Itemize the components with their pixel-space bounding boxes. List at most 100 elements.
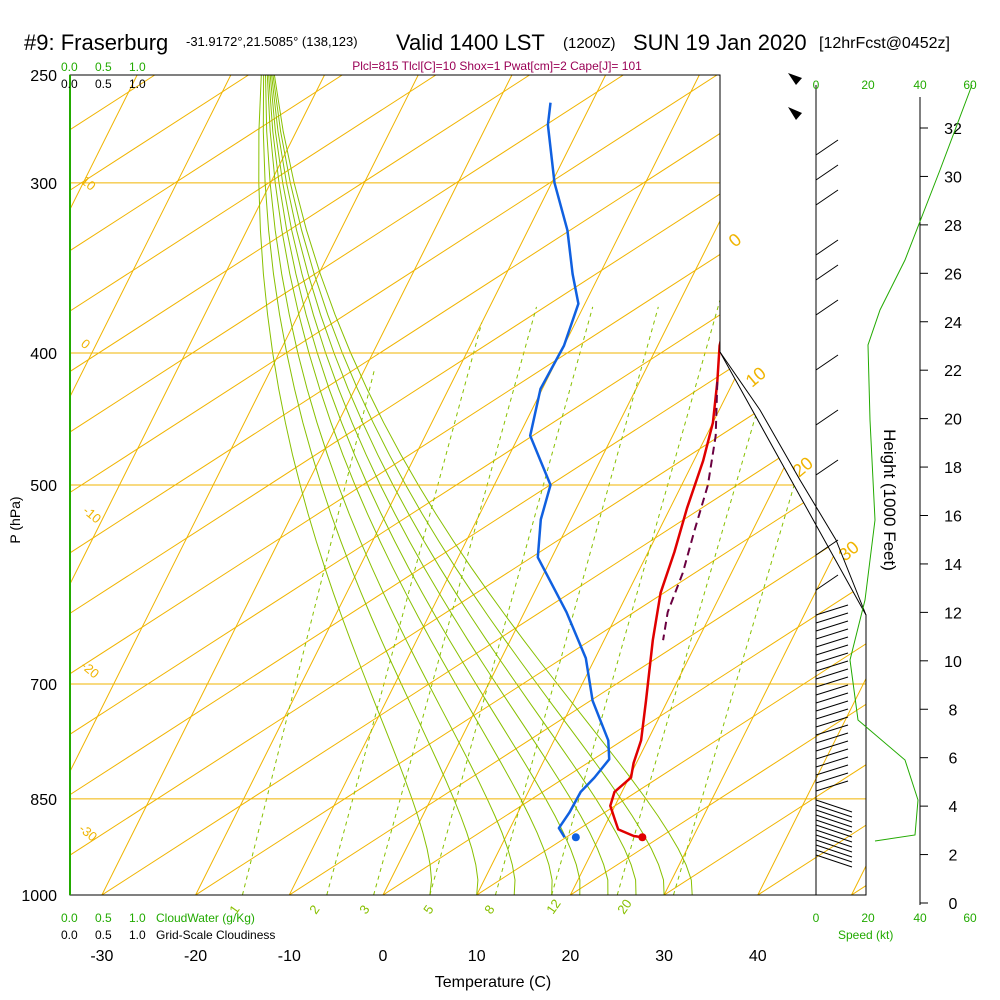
mixing-ratio-line bbox=[241, 367, 376, 895]
plot-right-boundary bbox=[719, 351, 867, 616]
dry-adiabat-label: -20 bbox=[78, 658, 102, 682]
wind-barb bbox=[815, 668, 849, 680]
dry-adiabat-line bbox=[476, 75, 866, 895]
mixing-ratio-line bbox=[373, 306, 537, 895]
y-tick-label: 300 bbox=[30, 176, 57, 193]
moist-adiabat-label: 10 bbox=[742, 363, 770, 391]
forecast-label: [12hrFcst@0452z] bbox=[819, 35, 950, 52]
speed-tick-top: 60 bbox=[963, 78, 977, 92]
x-tick-label: 0 bbox=[379, 948, 388, 965]
height-tick-label: 24 bbox=[944, 315, 962, 332]
wind-barb bbox=[815, 628, 849, 640]
wind-barb bbox=[815, 708, 849, 720]
height-tick-label: 16 bbox=[944, 509, 962, 526]
mixing-ratio-label: 8 bbox=[481, 902, 497, 917]
speed-tick-top: 20 bbox=[861, 78, 875, 92]
dry-adiabat-line bbox=[382, 75, 866, 895]
wind-barb bbox=[815, 264, 839, 281]
x-tick-label: 10 bbox=[468, 948, 486, 965]
isotherm-line bbox=[663, 75, 866, 895]
height-tick-label: 10 bbox=[944, 654, 962, 671]
wind-barb bbox=[815, 354, 839, 371]
dry-adiabat-line bbox=[70, 75, 624, 895]
height-tick-label: 18 bbox=[944, 460, 962, 477]
y-tick-label: 700 bbox=[30, 677, 57, 694]
cloudwater-tick-top: 0.0 bbox=[61, 60, 78, 74]
background-lines bbox=[70, 75, 1000, 895]
mixing-ratio-label: 20 bbox=[614, 896, 635, 916]
wind-barb bbox=[815, 644, 849, 656]
wind-barb bbox=[815, 756, 849, 768]
wind-barb bbox=[815, 636, 849, 648]
dry-adiabat-line bbox=[570, 75, 866, 895]
speed-tick-bottom: 20 bbox=[861, 911, 875, 925]
mixing-ratio-label: 2 bbox=[306, 902, 322, 917]
x-tick-label: -20 bbox=[184, 948, 207, 965]
moist-adiabat-line bbox=[269, 75, 609, 895]
wind-barb bbox=[815, 676, 849, 688]
speed-profile-line bbox=[849, 84, 973, 842]
moist-adiabat-label: 30 bbox=[835, 537, 863, 565]
dry-adiabat-label: 10 bbox=[78, 173, 99, 194]
mixing-ratio-label: 12 bbox=[543, 896, 564, 916]
x-tick-label: 40 bbox=[749, 948, 767, 965]
height-tick-label: 26 bbox=[944, 266, 962, 283]
wind-barb bbox=[815, 764, 849, 776]
wind-pennant bbox=[788, 73, 802, 85]
wind-barb bbox=[815, 604, 849, 616]
mixing-ratio-label: 3 bbox=[356, 902, 372, 917]
wind-barb bbox=[815, 732, 849, 744]
isotherm-line bbox=[70, 75, 232, 895]
wind-barb bbox=[815, 139, 839, 156]
wind-barb bbox=[815, 748, 849, 760]
wind-barb bbox=[815, 684, 849, 696]
wind-barb bbox=[815, 834, 853, 848]
plot-frame bbox=[69, 74, 928, 905]
height-tick-label: 4 bbox=[949, 799, 958, 816]
x-tick-label: 30 bbox=[655, 948, 673, 965]
x-tick-label: -10 bbox=[278, 948, 301, 965]
wind-barb bbox=[815, 804, 853, 818]
moist-adiabat-line bbox=[266, 75, 553, 895]
x-axis-title: Temperature (C) bbox=[435, 974, 551, 991]
cloudwater-tick-top: 1.0 bbox=[129, 60, 146, 74]
y-tick-label: 250 bbox=[30, 68, 57, 85]
height-tick-label: 2 bbox=[949, 848, 958, 865]
mixing-ratio-line bbox=[326, 322, 483, 895]
x-tick-label: 20 bbox=[562, 948, 580, 965]
wind-barb bbox=[815, 620, 849, 632]
wind-barb bbox=[815, 854, 853, 868]
isotherm-line bbox=[945, 75, 1000, 895]
cloudiness-tick-top: 0.5 bbox=[95, 77, 112, 91]
height-axis-title: Height (1000 Feet) bbox=[880, 429, 899, 571]
wind-barb bbox=[815, 299, 839, 316]
valid-zulu: (1200Z) bbox=[563, 35, 616, 52]
wind-barb bbox=[815, 799, 853, 813]
moist-adiabat-line bbox=[258, 75, 433, 895]
isotherm-line bbox=[757, 75, 866, 895]
wind-barb bbox=[815, 780, 849, 792]
y-tick-label: 850 bbox=[30, 792, 57, 809]
valid-time: Valid 1400 LST bbox=[396, 30, 545, 55]
wind-barb bbox=[815, 164, 839, 181]
moist-adiabat-line bbox=[262, 75, 479, 895]
height-tick-label: 6 bbox=[949, 751, 958, 768]
cloudiness-tick-top: 1.0 bbox=[129, 77, 146, 91]
height-tick-label: 32 bbox=[944, 121, 962, 138]
y-tick-label: 1000 bbox=[21, 888, 57, 905]
wind-barb bbox=[815, 692, 849, 704]
wind-barb bbox=[815, 819, 853, 833]
station-title: #9: Fraserburg bbox=[24, 30, 168, 55]
wind-barb bbox=[815, 700, 849, 712]
speed-tick-top: 0 bbox=[813, 78, 820, 92]
mixing-ratio-label: 5 bbox=[420, 902, 436, 917]
moist-adiabat-line bbox=[271, 75, 637, 895]
y-axis-title: P (hPa) bbox=[7, 496, 23, 543]
wind-barb bbox=[815, 814, 853, 828]
wind-barb bbox=[815, 829, 853, 843]
wind-barb bbox=[815, 740, 849, 752]
dry-adiabat-line bbox=[70, 75, 530, 895]
speed-tick-bottom: 40 bbox=[913, 911, 927, 925]
speed-axis-label: Speed (kt) bbox=[838, 928, 893, 942]
